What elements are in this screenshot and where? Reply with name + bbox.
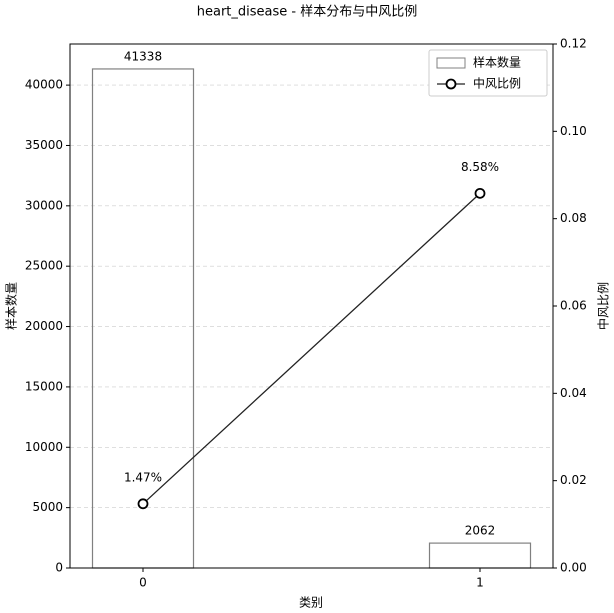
- y2-tick-label: 0.02: [560, 473, 587, 487]
- y-tick-label: 20000: [25, 319, 63, 333]
- chart-title: heart_disease - 样本分布与中风比例: [197, 5, 417, 20]
- x-tick-label: 1: [476, 576, 484, 590]
- bar-value-label: 2062: [465, 524, 496, 538]
- y2-tick-label: 0.10: [560, 124, 587, 138]
- y2-tick-label: 0.06: [560, 299, 587, 313]
- y-tick-label: 0: [55, 561, 63, 575]
- plot-frame: [69, 43, 554, 569]
- y2-tick-label: 0.00: [560, 561, 587, 575]
- line-value-label: 1.47%: [124, 470, 162, 484]
- bar-value-label: 41338: [124, 49, 162, 63]
- line-marker: [137, 498, 149, 510]
- bar: [428, 542, 532, 569]
- legend-label: 样本数量: [473, 55, 521, 70]
- line-value-label: 8.58%: [461, 160, 499, 174]
- y2-tick-label: 0.08: [560, 211, 587, 225]
- x-axis-label: 类别: [299, 596, 323, 610]
- legend-label: 中风比例: [473, 76, 521, 91]
- y-tick-label: 10000: [25, 440, 63, 454]
- legend-marker: [445, 78, 457, 90]
- y-axis-label: 样本数量: [4, 282, 19, 330]
- y2-tick-label: 0.04: [560, 386, 587, 400]
- y-tick-label: 5000: [32, 500, 63, 514]
- y2-axis-label: 中风比例: [596, 282, 611, 330]
- y-tick-label: 30000: [25, 198, 63, 212]
- line: [142, 192, 481, 505]
- y-tick-label: 25000: [25, 259, 63, 273]
- line-marker: [474, 187, 486, 199]
- legend-swatch: [436, 57, 466, 69]
- y-tick-label: 35000: [25, 138, 63, 152]
- bar: [91, 68, 195, 569]
- x-tick-label: 0: [139, 576, 147, 590]
- y-tick-label: 40000: [25, 78, 63, 92]
- y-tick-label: 15000: [25, 379, 63, 393]
- y2-tick-label: 0.12: [560, 37, 587, 51]
